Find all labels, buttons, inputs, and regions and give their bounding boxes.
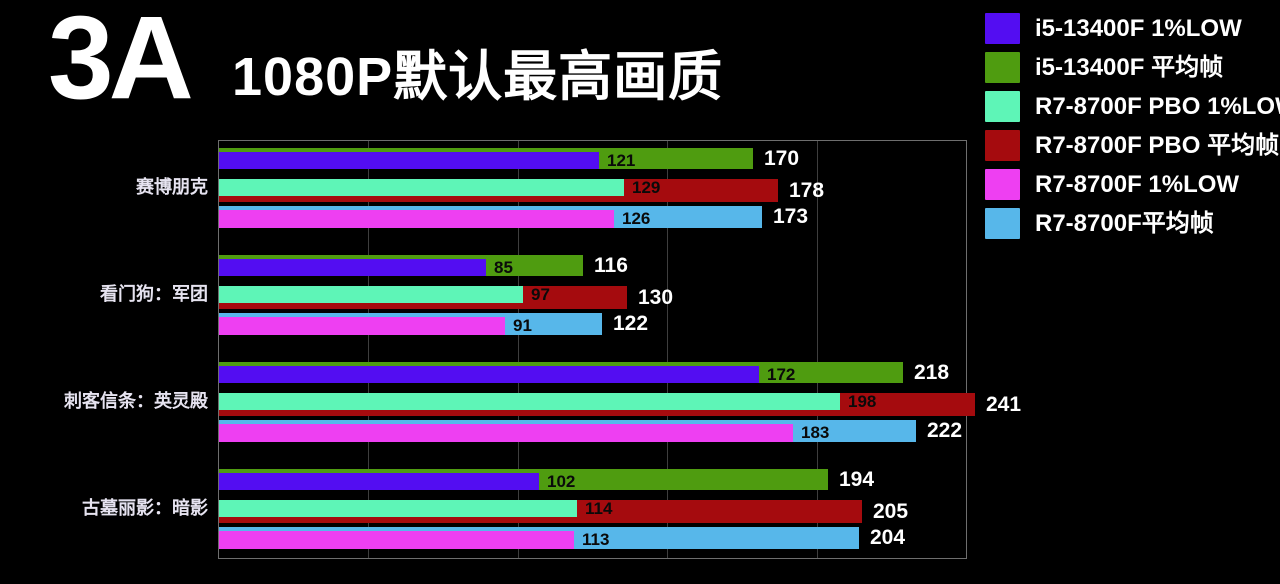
legend-label: R7-8700F平均帧 — [1035, 210, 1214, 237]
value-label-1pct-low: 121 — [607, 151, 636, 170]
legend-swatch — [985, 208, 1020, 239]
bar-1pct-low — [219, 473, 539, 490]
value-label-avg: 122 — [613, 312, 649, 335]
value-label-1pct-low: 129 — [632, 178, 661, 197]
gridline — [368, 141, 370, 558]
value-label-avg: 170 — [764, 147, 800, 170]
bar-1pct-low — [219, 210, 614, 228]
legend-swatch — [985, 130, 1020, 161]
value-label-1pct-low: 113 — [582, 530, 610, 549]
value-label-avg: 116 — [594, 254, 628, 277]
legend-item: R7-8700F平均帧 — [985, 208, 1280, 239]
gridline — [816, 141, 818, 558]
value-label-avg: 194 — [839, 468, 875, 491]
value-label-1pct-low: 126 — [622, 209, 651, 228]
category-label: 刺客信条：英灵殿 — [64, 391, 208, 411]
legend-swatch — [985, 169, 1020, 200]
value-label-avg: 130 — [638, 286, 674, 309]
legend-swatch — [985, 91, 1020, 122]
value-label-1pct-low: 102 — [547, 472, 576, 491]
legend-label: R7-8700F 1%LOW — [1035, 171, 1240, 198]
legend-swatch — [985, 52, 1020, 83]
legend-item: R7-8700F PBO 平均帧 — [985, 130, 1280, 161]
bar-1pct-low — [219, 500, 577, 517]
value-label-1pct-low: 198 — [848, 392, 877, 411]
value-label-1pct-low: 97 — [531, 285, 550, 304]
legend-swatch — [985, 13, 1020, 44]
legend-item: R7-8700F PBO 1%LOW — [985, 91, 1280, 122]
gridline — [667, 141, 669, 558]
value-label-avg: 218 — [914, 361, 950, 384]
legend: i5-13400F 1%LOW i5-13400F 平均帧 R7-8700F PBO… — [985, 13, 1280, 239]
bar-1pct-low — [219, 259, 486, 276]
category-label: 看门狗：军团 — [100, 284, 208, 304]
legend-label: R7-8700F PBO 1%LOW — [1035, 93, 1280, 120]
value-label-1pct-low: 91 — [513, 316, 532, 335]
legend-item: i5-13400F 1%LOW — [985, 13, 1280, 44]
value-label-1pct-low: 114 — [585, 499, 613, 518]
bar-1pct-low — [219, 317, 505, 335]
legend-item: R7-8700F 1%LOW — [985, 169, 1280, 200]
value-label-avg: 222 — [927, 419, 963, 442]
bar-1pct-low — [219, 179, 624, 196]
chart-subtitle: 1080P默认最高画质 — [232, 47, 724, 107]
plot-area: 121 170 129 178 126 173 85 116 97 130 91 122 172 218 1… — [218, 140, 1021, 559]
category-label: 古墓丽影：暗影 — [82, 498, 208, 518]
legend-label: R7-8700F PBO 平均帧 — [1035, 132, 1280, 159]
bar-1pct-low — [219, 366, 759, 383]
value-label-avg: 178 — [789, 179, 825, 202]
category-label: 赛博朋克 — [136, 177, 208, 197]
value-label-avg: 173 — [773, 205, 809, 228]
bar-1pct-low — [219, 286, 523, 303]
value-label-avg: 241 — [986, 393, 1022, 416]
bar-1pct-low — [219, 424, 793, 442]
value-label-avg: 204 — [870, 526, 906, 549]
bar-1pct-low — [219, 531, 574, 549]
chart-title: 3A — [48, 0, 194, 124]
value-label-1pct-low: 172 — [767, 365, 796, 384]
bar-1pct-low — [219, 152, 599, 169]
value-label-1pct-low: 183 — [801, 423, 830, 442]
value-label-avg: 205 — [873, 500, 909, 523]
legend-item: i5-13400F 平均帧 — [985, 52, 1280, 83]
bar-1pct-low — [219, 393, 840, 410]
legend-label: i5-13400F 平均帧 — [1035, 54, 1224, 81]
value-label-1pct-low: 85 — [494, 258, 513, 277]
gridline — [517, 141, 519, 558]
legend-label: i5-13400F 1%LOW — [1035, 15, 1242, 42]
